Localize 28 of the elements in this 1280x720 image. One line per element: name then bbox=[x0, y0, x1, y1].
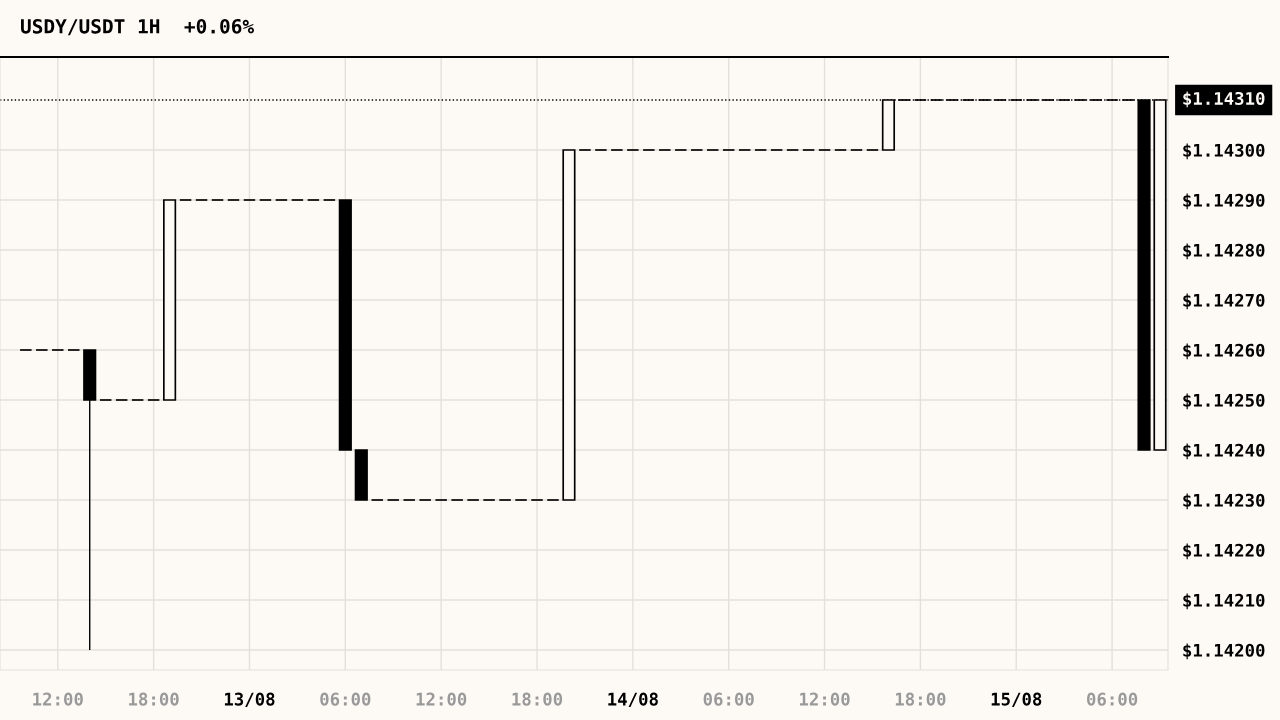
x-tick-label: 14/08 bbox=[608, 692, 658, 708]
x-tick-label: 06:00 bbox=[1087, 692, 1138, 706]
chart-title: USDY/USDT 1H +0.06% bbox=[21, 18, 254, 36]
x-tick-label: 12:00 bbox=[33, 692, 83, 706]
y-tick-label: $1.14240 bbox=[1183, 443, 1265, 460]
y-tick-label: $1.14220 bbox=[1183, 543, 1265, 560]
x-tick-label: 12:00 bbox=[416, 692, 467, 706]
y-tick-label: $1.14270 bbox=[1183, 293, 1265, 310]
ref-line-label: $1.14310 bbox=[1183, 91, 1265, 108]
y-tick-label: $1.14290 bbox=[1183, 193, 1265, 210]
x-tick-label: 18:00 bbox=[129, 692, 179, 706]
y-tick-label: $1.14280 bbox=[1183, 243, 1265, 260]
x-tick-label: 15/08 bbox=[991, 692, 1042, 708]
y-tick-label: $1.14260 bbox=[1183, 343, 1265, 360]
candlestick bbox=[163, 199, 177, 401]
y-tick-label: $1.14250 bbox=[1183, 393, 1265, 410]
candlestick bbox=[562, 149, 576, 501]
x-tick-label: 06:00 bbox=[320, 692, 371, 706]
y-tick-label: $1.14210 bbox=[1183, 593, 1265, 610]
y-tick-label: $1.14230 bbox=[1183, 493, 1265, 510]
candlestick bbox=[354, 449, 368, 501]
x-tick-label: 06:00 bbox=[703, 692, 754, 706]
y-tick-label: $1.14300 bbox=[1183, 143, 1265, 160]
x-tick-label: 12:00 bbox=[800, 692, 850, 706]
x-tick-label: 18:00 bbox=[895, 692, 946, 706]
x-tick-label: 13/08 bbox=[224, 692, 275, 708]
x-tick-label: 18:00 bbox=[512, 692, 563, 706]
y-tick-label: $1.14200 bbox=[1183, 643, 1265, 660]
